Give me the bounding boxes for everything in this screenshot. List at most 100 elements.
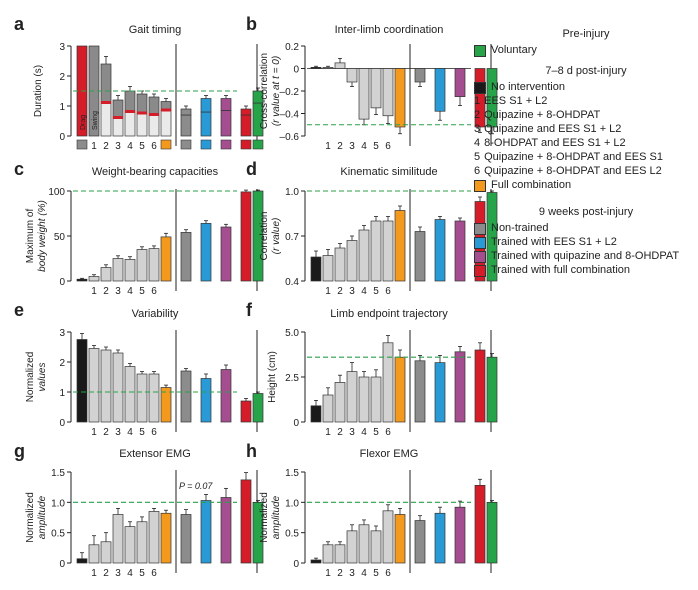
bar-c-10 <box>220 226 232 282</box>
panel-letter-a: a <box>14 14 25 34</box>
bar-a-4-swing <box>124 90 136 113</box>
x-tick-label-c: 4 <box>127 286 133 297</box>
bar-e-9 <box>200 378 212 423</box>
bar-d-3 <box>346 240 358 282</box>
bar-f-7 <box>394 356 406 423</box>
x-tick-label-g: 1 <box>91 568 97 579</box>
bar-e-7 <box>160 387 172 423</box>
legend-swatch <box>474 265 486 277</box>
y-axis-label-b: Cross-correlation <box>259 53 270 129</box>
legend-label: Trained with EES S1 + L2 <box>491 236 617 248</box>
x-tick-label-d: 4 <box>361 286 367 297</box>
bar-d-0 <box>310 256 322 282</box>
bar-g-7 <box>160 512 172 564</box>
legend-label: Trained with quipazine and 8-OHDPAT <box>491 250 680 262</box>
bar-g-1 <box>88 544 100 564</box>
legend-label: Quipazine + 8-OHDPAT and EES S1 <box>484 151 663 163</box>
x-tick-label-c: 6 <box>151 286 157 297</box>
group-chip-4 <box>220 139 232 150</box>
bar-h-11 <box>474 484 486 564</box>
x-tick-label-a: 4 <box>127 141 133 152</box>
panel-title-f: Limb endpoint trajectory <box>330 308 448 320</box>
legend-item-non-trained: Non-trained <box>474 222 698 235</box>
bar-c-2 <box>100 267 112 282</box>
legend-label: Quipazine + 8-OHDPAT and EES L2 <box>484 165 662 177</box>
bar-a-11-stance <box>240 114 252 137</box>
bar-f-11 <box>474 349 486 423</box>
y-tick-label-g: 1.5 <box>51 468 65 479</box>
y-tick-label-e: 1 <box>59 388 65 399</box>
bar-f-4 <box>358 376 370 423</box>
x-tick-label-h: 6 <box>385 568 391 579</box>
group-chip-3 <box>200 139 212 150</box>
bar-g-9 <box>200 500 212 564</box>
x-tick-label-g: 3 <box>115 568 121 579</box>
bar-f-3 <box>346 371 358 423</box>
legend-item-1: 1 EES S1 + L2 <box>474 95 698 108</box>
bar-a-5-swing <box>136 93 148 114</box>
x-tick-label-c: 3 <box>115 286 121 297</box>
y-tick-label-e: 0 <box>59 418 65 429</box>
x-tick-label-h: 4 <box>361 568 367 579</box>
bar-a-10-swing <box>220 98 232 111</box>
bar-d-1 <box>322 255 334 282</box>
legend-number: 6 <box>474 165 481 177</box>
group-chip-5 <box>240 139 252 150</box>
bar-f-9 <box>434 362 446 423</box>
panel-letter-d: d <box>246 159 257 179</box>
bar-a-2-swing <box>100 63 112 104</box>
bar-e-1 <box>88 348 100 423</box>
bar-c-6 <box>148 248 160 282</box>
y-tick-label-a: 1 <box>59 102 65 113</box>
legend-item-no-intervention: No intervention <box>474 81 698 94</box>
bar-c-5 <box>136 249 148 282</box>
x-tick-label-c: 2 <box>103 286 109 297</box>
bar-d-4 <box>358 229 370 282</box>
bar-f-10 <box>454 351 466 423</box>
x-tick-label-f: 1 <box>325 427 331 438</box>
bar-a-9-stance <box>200 111 212 137</box>
legend-header-9-weeks: 9 weeks post-injury <box>538 206 634 218</box>
panel-letter-h: h <box>246 441 257 461</box>
legend-label: 8-OHDPAT and EES S1 + L2 <box>484 137 626 149</box>
legend-header-pre-injury: Pre-injury <box>562 28 610 40</box>
x-tick-label-e: 5 <box>139 427 145 438</box>
x-tick-label-e: 3 <box>115 427 121 438</box>
bar-e-4 <box>124 366 136 423</box>
bar-e-6 <box>148 373 160 423</box>
x-tick-label-f: 6 <box>385 427 391 438</box>
bar-a-11-swing <box>240 108 252 116</box>
x-tick-label-a: 1 <box>91 141 97 152</box>
bar-c-1 <box>88 276 100 282</box>
bar-e-0 <box>76 339 88 423</box>
bar-g-5 <box>136 521 148 564</box>
bar-f-1 <box>322 394 334 423</box>
y-axis-label-c: Maximum of <box>25 209 36 264</box>
x-tick-label-h: 1 <box>325 568 331 579</box>
panel-title-b: Inter-limb coordination <box>335 24 444 36</box>
x-tick-label-f: 4 <box>361 427 367 438</box>
bar-c-8 <box>180 232 192 282</box>
y-tick-label-a: 0 <box>59 132 65 143</box>
bar-d-7 <box>394 210 406 282</box>
bar-e-10 <box>220 369 232 423</box>
bar-b-0 <box>310 67 322 69</box>
x-tick-label-b: 3 <box>349 141 355 152</box>
y-axis-label-g: Normalized <box>25 492 36 543</box>
bar-h-5 <box>370 530 382 564</box>
x-tick-label-g: 5 <box>139 568 145 579</box>
panel-title-g: Extensor EMG <box>119 448 191 460</box>
group-chip-1 <box>160 139 172 150</box>
y-tick-label-d: 0.7 <box>285 232 299 243</box>
y-axis-label-2-e: values <box>37 363 48 392</box>
y-tick-label-h: 1.5 <box>285 468 299 479</box>
bar-g-11 <box>240 479 252 564</box>
legend-number: 2 <box>474 109 481 121</box>
bar-a-4-stance <box>124 111 136 137</box>
bar-c-3 <box>112 258 124 282</box>
y-tick-label-e: 2 <box>59 358 65 369</box>
bar-g-10 <box>220 497 232 564</box>
legend-number: 5 <box>474 151 481 163</box>
x-tick-label-b: 4 <box>361 141 367 152</box>
bar-d-9 <box>434 219 446 282</box>
